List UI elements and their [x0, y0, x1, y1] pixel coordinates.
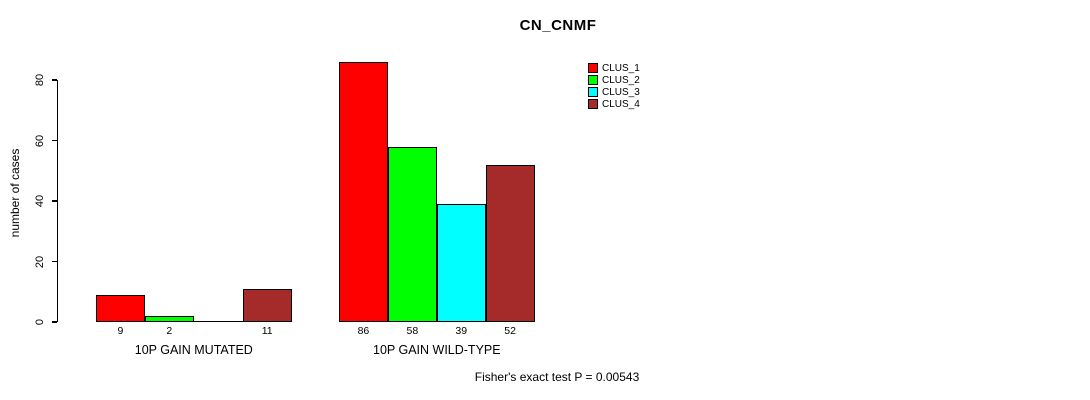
- bar-clus_4-0: [242, 288, 292, 322]
- y-tick-label: 20: [34, 255, 46, 268]
- bar-clus_3-0-zero: [193, 320, 243, 322]
- category-label-1: 10P GAIN WILD-TYPE: [373, 343, 501, 357]
- legend-label: CLUS_4: [602, 98, 640, 110]
- bar-clus_4-1: [485, 164, 535, 322]
- legend-swatch-clus_3: [588, 87, 598, 97]
- bar-clus_2-1: [387, 146, 437, 322]
- y-tick-label: 40: [34, 194, 46, 208]
- legend-label: CLUS_2: [602, 74, 640, 86]
- bar-value-label: 52: [504, 325, 516, 337]
- bar-value-label: 2: [166, 325, 173, 337]
- y-tick-label: 80: [34, 73, 46, 87]
- legend-swatch-clus_2: [588, 75, 598, 85]
- y-tick-mark: [52, 321, 57, 323]
- bar-clus_1-0: [96, 294, 145, 322]
- bar-clus_2-0: [144, 315, 194, 322]
- legend: CLUS_1 CLUS_2 CLUS_3 CLUS_4: [588, 62, 640, 110]
- y-tick-mark: [52, 79, 57, 81]
- legend-item-clus_4: CLUS_4: [588, 98, 640, 110]
- bar-value-label: 58: [406, 325, 419, 337]
- y-tick-mark: [52, 260, 57, 263]
- y-tick-mark: [52, 139, 57, 142]
- y-tick-label: 0: [34, 318, 46, 326]
- y-axis-line: [57, 80, 59, 322]
- bar-value-label: 11: [261, 325, 273, 337]
- legend-item-clus_1: CLUS_1: [588, 62, 640, 74]
- category-label-0: 10P GAIN MUTATED: [134, 343, 253, 357]
- bar-clus_3-1: [436, 204, 486, 322]
- legend-item-clus_2: CLUS_2: [588, 74, 640, 86]
- y-tick-mark: [52, 200, 57, 202]
- legend-item-clus_3: CLUS_3: [588, 86, 640, 98]
- legend-label: CLUS_1: [602, 62, 640, 74]
- chart-title: CN_CNMF: [519, 17, 597, 34]
- legend-label: CLUS_3: [602, 86, 640, 98]
- legend-swatch-clus_4: [588, 99, 598, 109]
- bar-clus_1-1: [339, 61, 388, 322]
- bar-value-label: 39: [455, 325, 468, 337]
- fisher-test-annotation: Fisher's exact test P = 0.00543: [474, 370, 640, 384]
- bar-value-label: 86: [357, 325, 370, 337]
- legend-swatch-clus_1: [588, 63, 598, 73]
- bar-value-label: 9: [117, 325, 124, 337]
- y-tick-label: 60: [34, 134, 46, 147]
